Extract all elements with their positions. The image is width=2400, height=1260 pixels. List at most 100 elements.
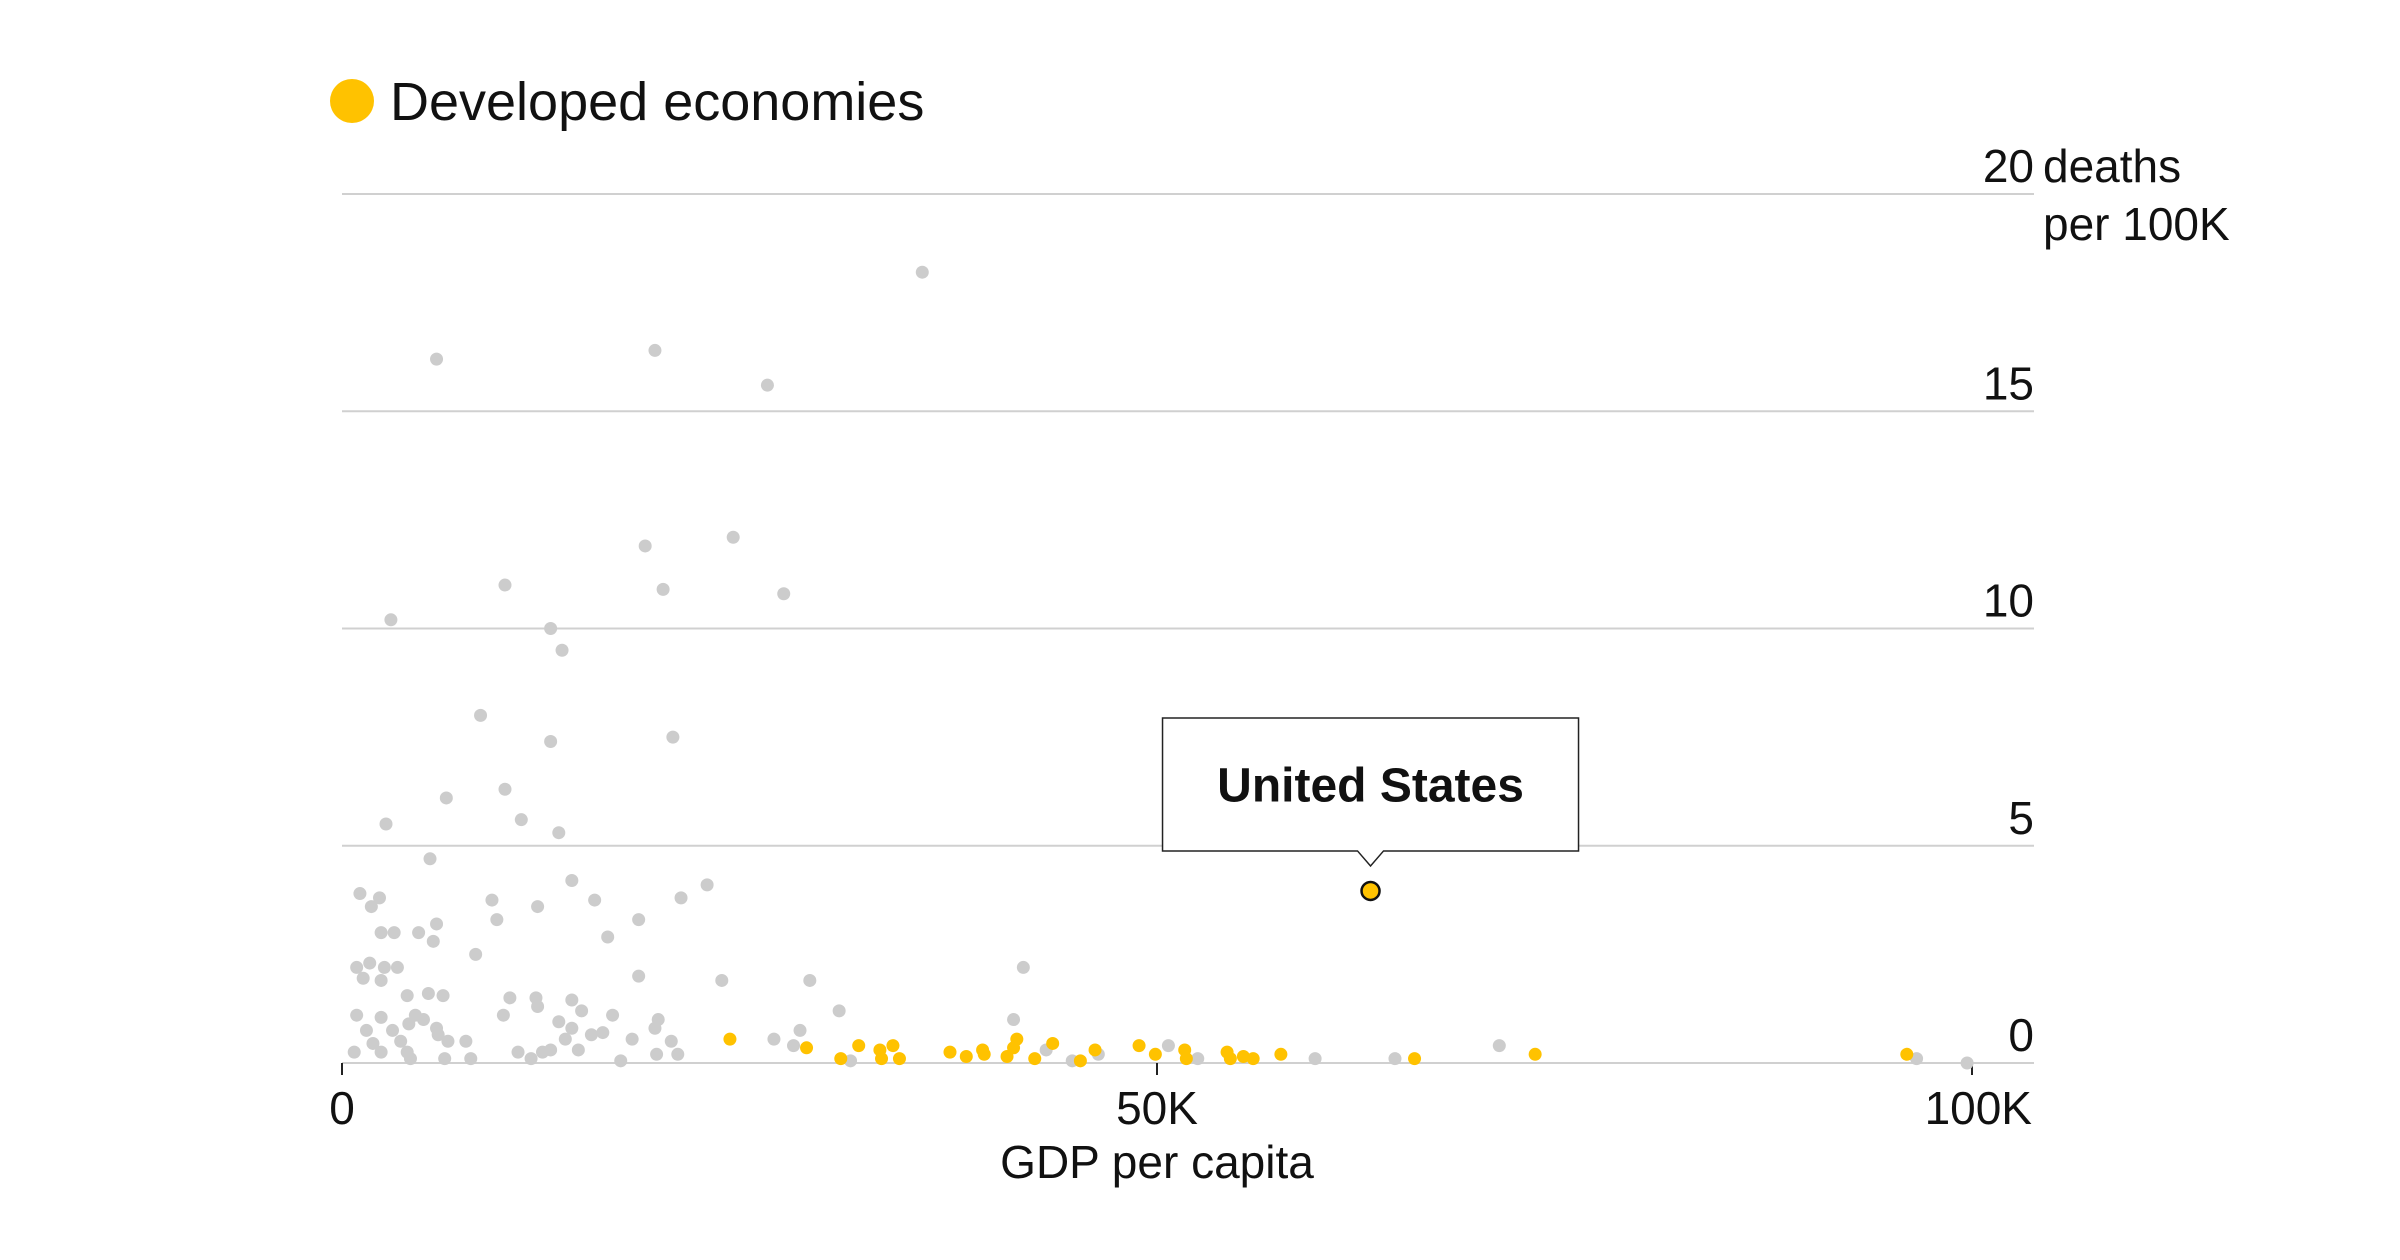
data-point-developed bbox=[1010, 1032, 1024, 1046]
data-point-other bbox=[832, 1004, 846, 1018]
data-point-other bbox=[374, 1010, 388, 1024]
annotation-tooltip: United States bbox=[1161, 717, 1580, 868]
data-point-other bbox=[565, 874, 579, 888]
data-point-other bbox=[1016, 960, 1030, 974]
data-point-developed bbox=[800, 1041, 814, 1055]
data-point-other bbox=[386, 1023, 400, 1037]
x-tick-label: 0 bbox=[329, 1082, 355, 1134]
data-point-other bbox=[666, 730, 680, 744]
data-point-other bbox=[565, 993, 579, 1007]
data-point-other bbox=[431, 1028, 445, 1042]
data-point-other bbox=[606, 1008, 620, 1022]
y-tick-label: 5 bbox=[2008, 792, 2034, 844]
data-point-other bbox=[374, 926, 388, 940]
data-point-other bbox=[671, 1047, 685, 1061]
data-point-other bbox=[372, 891, 386, 905]
data-point-developed bbox=[1274, 1047, 1288, 1061]
x-axis-ticks: 0 50K 100K bbox=[329, 1063, 2032, 1134]
data-point-developed bbox=[1028, 1052, 1042, 1066]
data-point-developed bbox=[1046, 1036, 1060, 1050]
data-point-other bbox=[359, 1023, 373, 1037]
data-point-developed bbox=[852, 1039, 866, 1053]
data-point-other bbox=[584, 1028, 598, 1042]
data-point-other bbox=[588, 893, 602, 907]
data-point-other bbox=[498, 782, 512, 796]
data-point-developed bbox=[1246, 1052, 1260, 1066]
data-point-other bbox=[648, 1021, 662, 1035]
data-point-other bbox=[787, 1039, 801, 1053]
data-point-developed bbox=[886, 1039, 900, 1053]
data-point-other bbox=[387, 926, 401, 940]
data-point-developed bbox=[1223, 1052, 1237, 1066]
data-point-other bbox=[496, 1008, 510, 1022]
data-point-developed bbox=[959, 1049, 973, 1063]
data-point-other bbox=[469, 947, 483, 961]
data-point-other bbox=[374, 1045, 388, 1059]
data-point-other bbox=[402, 1017, 416, 1031]
data-point-other bbox=[350, 1008, 364, 1022]
tooltip-label: United States bbox=[1217, 759, 1524, 812]
data-point-other bbox=[726, 530, 740, 544]
data-point-other bbox=[803, 973, 817, 987]
gridlines bbox=[342, 193, 2034, 1064]
data-points bbox=[347, 265, 1974, 1070]
data-point-other bbox=[464, 1052, 478, 1066]
data-point-developed bbox=[1900, 1047, 1914, 1061]
x-axis-label: GDP per capita bbox=[1000, 1136, 1314, 1188]
data-point-other bbox=[503, 991, 517, 1005]
data-point-other bbox=[531, 900, 545, 914]
data-point-other bbox=[544, 622, 558, 635]
data-point-other bbox=[715, 973, 729, 987]
data-point-other bbox=[1191, 1052, 1205, 1066]
data-point-other bbox=[459, 1034, 473, 1048]
y-axis-ticks: 0 5 10 15 20 bbox=[1983, 140, 2034, 1061]
data-point-other bbox=[426, 934, 440, 948]
data-point-other bbox=[1910, 1052, 1924, 1066]
x-tick-label: 100K bbox=[1925, 1082, 2033, 1134]
data-point-other bbox=[1308, 1052, 1322, 1066]
data-point-other bbox=[441, 1034, 455, 1048]
data-point-other bbox=[353, 887, 367, 901]
data-point-developed bbox=[1408, 1052, 1422, 1066]
data-point-other bbox=[596, 1026, 610, 1040]
data-point-other bbox=[438, 1052, 452, 1066]
data-point-other bbox=[558, 1032, 572, 1046]
data-point-other bbox=[674, 891, 688, 905]
data-point-other bbox=[555, 643, 569, 657]
legend: Developed economies bbox=[330, 72, 924, 132]
data-point-other bbox=[374, 973, 388, 987]
data-point-other bbox=[531, 1000, 545, 1014]
data-point-other bbox=[656, 582, 670, 596]
data-point-developed bbox=[892, 1052, 906, 1066]
data-point-other bbox=[423, 852, 437, 866]
data-point-other bbox=[552, 826, 566, 840]
data-point-developed bbox=[1088, 1043, 1102, 1057]
data-point-other bbox=[394, 1034, 408, 1048]
data-point-developed bbox=[943, 1045, 957, 1059]
data-point-other bbox=[760, 378, 774, 392]
data-point-other bbox=[1492, 1039, 1506, 1053]
data-point-other bbox=[436, 989, 450, 1003]
data-point-developed bbox=[1073, 1054, 1087, 1068]
data-point-developed bbox=[1528, 1047, 1542, 1061]
data-point-developed bbox=[834, 1052, 848, 1066]
data-point-other bbox=[664, 1034, 678, 1048]
data-point-developed bbox=[1132, 1039, 1146, 1053]
data-point-developed bbox=[977, 1047, 991, 1061]
y-tick-label: 15 bbox=[1983, 357, 2034, 409]
y-axis-label: deaths per 100K bbox=[2043, 140, 2230, 250]
data-point-other bbox=[793, 1023, 807, 1037]
data-point-other bbox=[364, 900, 378, 914]
data-point-other bbox=[1388, 1052, 1402, 1066]
data-point-other bbox=[363, 956, 377, 970]
y-tick-label: 20 bbox=[1983, 140, 2034, 192]
highlighted-point[interactable] bbox=[1360, 880, 1381, 902]
data-point-other bbox=[625, 1032, 639, 1046]
y-axis-label-line-1: deaths bbox=[2043, 140, 2181, 192]
data-point-other bbox=[650, 1047, 664, 1061]
data-point-developed bbox=[1179, 1052, 1193, 1066]
data-point-developed bbox=[875, 1052, 889, 1066]
data-point-other bbox=[565, 1021, 579, 1035]
tooltip-box bbox=[1161, 717, 1580, 868]
